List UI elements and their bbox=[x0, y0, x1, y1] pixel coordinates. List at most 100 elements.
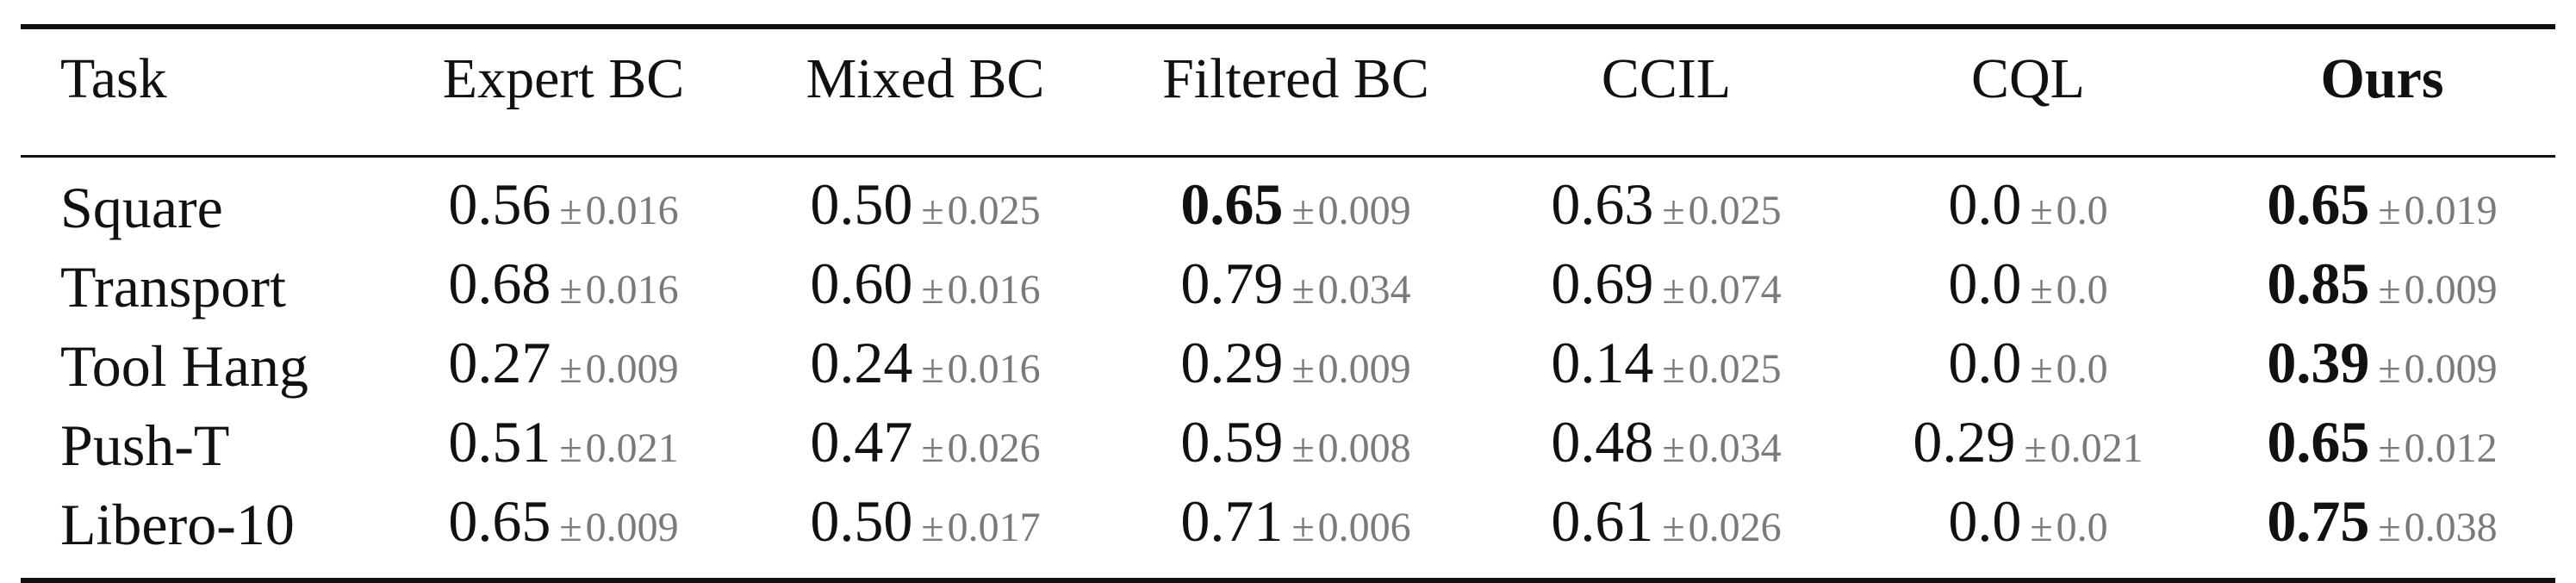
score-mean: 0.39 bbox=[2267, 330, 2370, 395]
header-method: Ours bbox=[2320, 47, 2444, 110]
score-mean: 0.61 bbox=[1551, 488, 1654, 554]
score-std: ±0.009 bbox=[2378, 267, 2497, 313]
plus-minus-sign: ± bbox=[2030, 188, 2053, 233]
score-mean: 0.0 bbox=[1948, 330, 2022, 395]
score-std: ±0.021 bbox=[559, 425, 678, 471]
score-cell: 0.59 ±0.008 bbox=[1106, 406, 1485, 485]
score-cell: 0.68 ±0.016 bbox=[383, 247, 744, 326]
score-std: ±0.016 bbox=[559, 188, 678, 233]
score-cell: 0.75 ±0.038 bbox=[2209, 485, 2555, 564]
std-value: 0.025 bbox=[1688, 188, 1782, 233]
score-std: ±0.012 bbox=[2378, 425, 2497, 471]
score-mean: 0.60 bbox=[810, 251, 913, 316]
std-value: 0.016 bbox=[585, 267, 679, 313]
std-value: 0.009 bbox=[1317, 346, 1411, 392]
table-row: Transport 0.68 ±0.016 0.60 ±0.016 0.79 ±0.034 0… bbox=[21, 247, 2555, 326]
score-std: ±0.025 bbox=[1662, 346, 1781, 392]
score-cell: 0.0 ±0.0 bbox=[1847, 158, 2209, 247]
score-std: ±0.026 bbox=[1662, 505, 1781, 550]
plus-minus-sign: ± bbox=[1662, 267, 1685, 313]
results-table-body: Square 0.56 ±0.016 0.50 ±0.025 0.65 ±0.009 0.63… bbox=[21, 158, 2555, 564]
score-mean: 0.0 bbox=[1948, 171, 2022, 237]
score-std: ±0.0 bbox=[2030, 188, 2107, 233]
score-std: ±0.0 bbox=[2030, 505, 2107, 550]
score-cell: 0.29 ±0.021 bbox=[1847, 406, 2209, 485]
plus-minus-sign: ± bbox=[2378, 346, 2401, 392]
std-value: 0.017 bbox=[947, 505, 1041, 550]
plus-minus-sign: ± bbox=[2030, 267, 2053, 313]
plus-minus-sign: ± bbox=[559, 267, 582, 313]
std-value: 0.009 bbox=[2404, 267, 2498, 313]
std-value: 0.006 bbox=[1317, 505, 1411, 550]
std-value: 0.026 bbox=[947, 425, 1041, 471]
std-value: 0.025 bbox=[947, 188, 1041, 233]
score-std: ±0.038 bbox=[2378, 505, 2497, 550]
table-body: Square 0.56 ±0.016 0.50 ±0.025 0.65 ±0.009 0.63… bbox=[21, 158, 2555, 564]
plus-minus-sign: ± bbox=[2024, 425, 2047, 471]
plus-minus-sign: ± bbox=[1291, 425, 1315, 471]
plus-minus-sign: ± bbox=[2378, 425, 2401, 471]
score-mean: 0.75 bbox=[2267, 488, 2370, 554]
score-std: ±0.0 bbox=[2030, 346, 2107, 392]
header-method: CQL bbox=[1971, 47, 2085, 110]
table-row: Push-T 0.51 ±0.021 0.47 ±0.026 0.59 ±0.008 0.48… bbox=[21, 406, 2555, 485]
plus-minus-sign: ± bbox=[2378, 267, 2401, 313]
table-row: Square 0.56 ±0.016 0.50 ±0.025 0.65 ±0.009 0.63… bbox=[21, 158, 2555, 247]
std-value: 0.026 bbox=[1688, 505, 1782, 550]
header-task: Task bbox=[60, 47, 167, 110]
std-value: 0.021 bbox=[2050, 425, 2144, 471]
std-value: 0.0 bbox=[2056, 267, 2108, 313]
score-mean: 0.29 bbox=[1913, 409, 2016, 474]
plus-minus-sign: ± bbox=[1291, 267, 1315, 313]
score-std: ±0.034 bbox=[1291, 267, 1410, 313]
score-std: ±0.019 bbox=[2378, 188, 2497, 233]
task-name-cell: Tool Hang bbox=[60, 333, 308, 399]
score-cell: 0.61 ±0.026 bbox=[1485, 485, 1847, 564]
task-name-cell: Libero-10 bbox=[60, 492, 295, 557]
score-mean: 0.65 bbox=[2267, 171, 2370, 237]
plus-minus-sign: ± bbox=[1291, 346, 1315, 392]
std-value: 0.074 bbox=[1688, 267, 1782, 313]
task-name-cell: Push-T bbox=[60, 412, 230, 478]
std-value: 0.016 bbox=[947, 346, 1041, 392]
plus-minus-sign: ± bbox=[1662, 505, 1685, 550]
plus-minus-sign: ± bbox=[1291, 188, 1315, 233]
task-name-cell: Square bbox=[60, 175, 223, 240]
bottom-rule bbox=[21, 578, 2555, 583]
score-std: ±0.009 bbox=[2378, 346, 2497, 392]
score-mean: 0.24 bbox=[810, 330, 913, 395]
plus-minus-sign: ± bbox=[559, 188, 582, 233]
score-std: ±0.009 bbox=[1291, 188, 1410, 233]
score-mean: 0.0 bbox=[1948, 488, 2022, 554]
plus-minus-sign: ± bbox=[2378, 505, 2401, 550]
score-mean: 0.27 bbox=[448, 330, 551, 395]
score-mean: 0.56 bbox=[448, 171, 551, 237]
score-cell: 0.24 ±0.016 bbox=[744, 326, 1106, 406]
score-std: ±0.025 bbox=[921, 188, 1040, 233]
score-std: ±0.016 bbox=[921, 346, 1040, 392]
std-value: 0.016 bbox=[585, 188, 679, 233]
std-value: 0.0 bbox=[2056, 346, 2108, 392]
score-mean: 0.47 bbox=[810, 409, 913, 474]
score-cell: 0.65 ±0.019 bbox=[2209, 158, 2555, 247]
plus-minus-sign: ± bbox=[921, 425, 944, 471]
score-mean: 0.59 bbox=[1180, 409, 1284, 474]
plus-minus-sign: ± bbox=[559, 425, 582, 471]
score-mean: 0.79 bbox=[1180, 251, 1284, 316]
header-method: Filtered BC bbox=[1162, 47, 1429, 110]
score-mean: 0.48 bbox=[1551, 409, 1654, 474]
score-std: ±0.016 bbox=[921, 267, 1040, 313]
score-cell: 0.50 ±0.017 bbox=[744, 485, 1106, 564]
top-rule bbox=[21, 24, 2555, 29]
table-row: Libero-10 0.65 ±0.009 0.50 ±0.017 0.71 ±0.006 0… bbox=[21, 485, 2555, 564]
std-value: 0.012 bbox=[2404, 425, 2498, 471]
std-value: 0.016 bbox=[947, 267, 1041, 313]
std-value: 0.009 bbox=[1317, 188, 1411, 233]
score-cell: 0.51 ±0.021 bbox=[383, 406, 744, 485]
score-cell: 0.27 ±0.009 bbox=[383, 326, 744, 406]
results-table-container: Task Expert BC Mixed BC Filtered BC CCIL CQL O… bbox=[21, 24, 2555, 583]
score-cell: 0.65 ±0.012 bbox=[2209, 406, 2555, 485]
score-mean: 0.65 bbox=[448, 488, 551, 554]
plus-minus-sign: ± bbox=[1291, 505, 1315, 550]
score-cell: 0.0 ±0.0 bbox=[1847, 326, 2209, 406]
